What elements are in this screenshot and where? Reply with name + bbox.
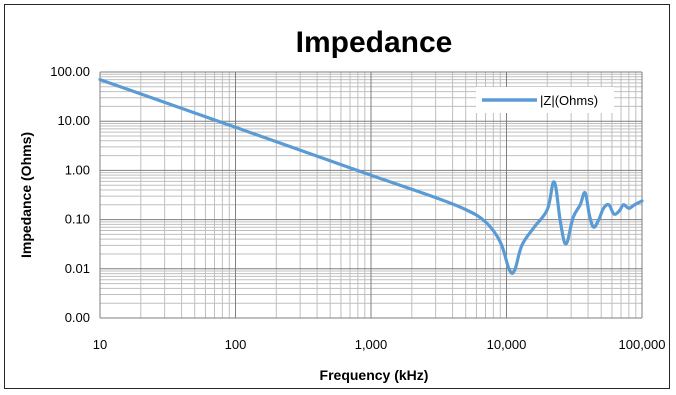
axes: 10 100 1,000 10,000 100,000 0.00 0.01 0.10 1.00 1… — [50, 64, 665, 352]
x-axis-title: Frequency (kHz) — [320, 367, 429, 383]
x-tick-label: 10,000 — [487, 337, 527, 352]
y-tick-label: 0.00 — [65, 310, 90, 325]
impedance-chart: Impedance 10 100 1,000 10,000 100,000 0.00 0.0… — [18, 26, 666, 383]
y-tick-label: 10.00 — [57, 113, 90, 128]
legend: |Z|(Ohms) — [476, 87, 614, 113]
y-tick-label: 100.00 — [50, 64, 90, 79]
x-tick-label: 100 — [225, 337, 247, 352]
x-tick-label: 100,000 — [619, 337, 666, 352]
x-tick-label: 10 — [93, 337, 107, 352]
series-layer — [98, 78, 644, 276]
y-tick-label: 0.10 — [65, 212, 90, 227]
legend-label: |Z|(Ohms) — [540, 93, 598, 108]
x-tick-label: 1,000 — [355, 337, 388, 352]
series-line-impedance — [98, 78, 644, 276]
chart-frame: Impedance 10 100 1,000 10,000 100,000 0.00 0.0… — [4, 4, 670, 389]
chart-title: Impedance — [296, 26, 453, 59]
y-tick-label: 0.01 — [65, 261, 90, 276]
y-axis-title: Impedance (Ohms) — [18, 132, 34, 258]
y-tick-label: 1.00 — [65, 162, 90, 177]
grid — [99, 71, 643, 319]
